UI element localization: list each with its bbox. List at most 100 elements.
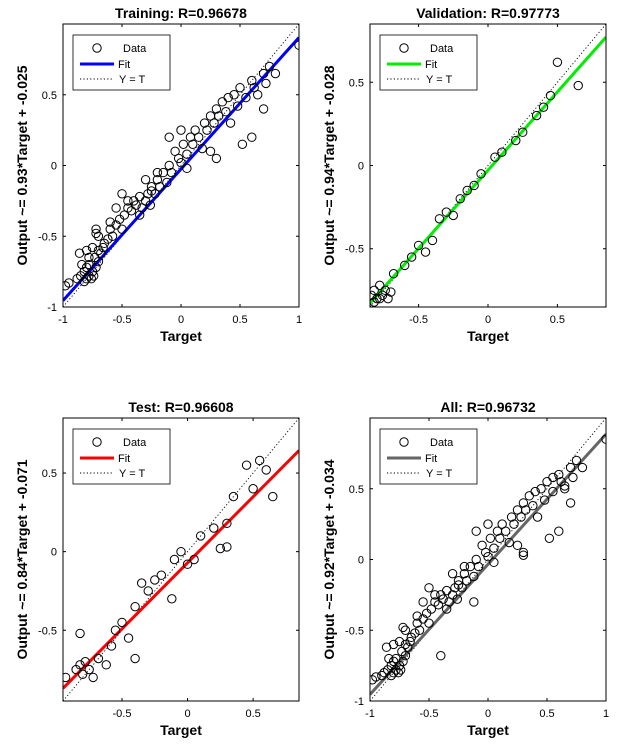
data-point	[232, 101, 243, 111]
x-axis-label: Target	[467, 722, 509, 738]
data-point	[398, 656, 408, 667]
data-point	[98, 242, 108, 253]
x-tick-label: 1	[603, 708, 609, 720]
panel-1: -1 -0.5 0 0.5 1 -1 -0.5 0 0.5 Training: R=0.96678…	[14, 5, 302, 344]
plot-content	[63, 418, 299, 701]
data-point	[521, 505, 531, 515]
data-point	[80, 656, 90, 667]
data-point	[199, 118, 210, 128]
data-point	[497, 147, 507, 157]
data-point	[150, 575, 160, 585]
legend-fit-label: Fit	[425, 453, 437, 465]
x-tick-label: 1	[296, 314, 302, 326]
data-point	[237, 139, 248, 149]
data-point	[241, 92, 251, 103]
data-point	[509, 519, 519, 529]
data-point	[176, 157, 186, 168]
data-point	[117, 189, 127, 199]
data-point	[205, 146, 216, 157]
x-tick-label: 0.5	[232, 314, 247, 326]
data-point	[87, 242, 98, 253]
data-point	[518, 498, 529, 508]
data-point	[471, 526, 481, 536]
data-point	[253, 90, 263, 100]
y-axis-label: Output ~= 0.84*Target + -0.071	[14, 459, 30, 659]
data-point	[457, 583, 467, 593]
data-point	[532, 512, 543, 522]
data-point	[531, 110, 542, 121]
data-point	[554, 526, 564, 536]
data-point	[188, 139, 198, 149]
data-point	[372, 293, 382, 304]
y-tick-label: -0.5	[38, 625, 57, 637]
data-point	[264, 61, 275, 72]
data-point	[400, 651, 411, 661]
data-point	[384, 653, 394, 664]
data-point	[130, 601, 140, 612]
data-point	[453, 580, 464, 590]
data-point	[462, 185, 472, 196]
chart-title: All: R=0.96732	[440, 399, 536, 415]
x-tick-label: 0	[178, 314, 184, 326]
data-point	[473, 561, 484, 572]
data-point	[489, 557, 499, 568]
data-point	[123, 196, 133, 206]
data-point	[410, 628, 420, 638]
data-point	[403, 642, 413, 652]
data-point	[548, 486, 558, 497]
data-point	[554, 469, 564, 480]
data-point	[178, 139, 189, 149]
data-point	[77, 259, 87, 270]
x-tick-label: -0.5	[113, 708, 132, 720]
data-point	[544, 533, 555, 543]
plot-content	[370, 24, 606, 307]
axes-box	[62, 417, 300, 702]
y-tick-label: 0	[51, 161, 57, 173]
data-point	[518, 127, 528, 137]
x-tick-label: 0.5	[245, 708, 260, 720]
data-point	[164, 160, 174, 171]
data-point	[247, 75, 257, 86]
data-point	[400, 625, 411, 635]
y-tick-label: 0.5	[349, 484, 364, 496]
data-point	[75, 660, 85, 670]
data-point	[420, 247, 431, 257]
legend-data-marker	[92, 437, 102, 447]
data-point	[215, 543, 226, 554]
data-point	[395, 665, 406, 675]
data-point	[571, 455, 582, 466]
data-point	[197, 143, 207, 154]
data-point	[169, 554, 180, 565]
fit-line	[63, 449, 299, 690]
legend-identity-label: Y = T	[426, 74, 452, 86]
data-point	[436, 651, 446, 661]
data-point	[370, 290, 377, 301]
data-point	[400, 639, 411, 650]
data-point	[469, 597, 479, 607]
data-point	[117, 224, 127, 234]
y-tick-label: -0.5	[38, 231, 57, 243]
data-point	[393, 668, 404, 678]
data-point	[538, 102, 549, 112]
y-axis-label: Output ~= 0.93*Target + -0.025	[14, 65, 30, 265]
legend-identity-label: Y = T	[426, 468, 452, 480]
x-axis-label: Target	[160, 722, 202, 738]
data-point	[427, 235, 438, 246]
data-point	[106, 641, 117, 651]
identity-line	[63, 418, 299, 701]
x-tick-label: 0	[485, 708, 491, 720]
data-point	[536, 484, 546, 494]
data-point	[565, 462, 576, 473]
data-point	[123, 203, 133, 213]
data-point	[156, 570, 167, 580]
data-point	[91, 228, 101, 239]
legend-data-marker	[399, 43, 409, 53]
x-axis-label: Target	[467, 328, 509, 344]
data-point	[414, 625, 425, 635]
data-point	[370, 297, 379, 307]
data-point	[430, 597, 440, 607]
data-point	[545, 90, 556, 101]
data-point	[371, 672, 381, 682]
data-point	[270, 68, 281, 79]
data-point	[430, 590, 440, 600]
